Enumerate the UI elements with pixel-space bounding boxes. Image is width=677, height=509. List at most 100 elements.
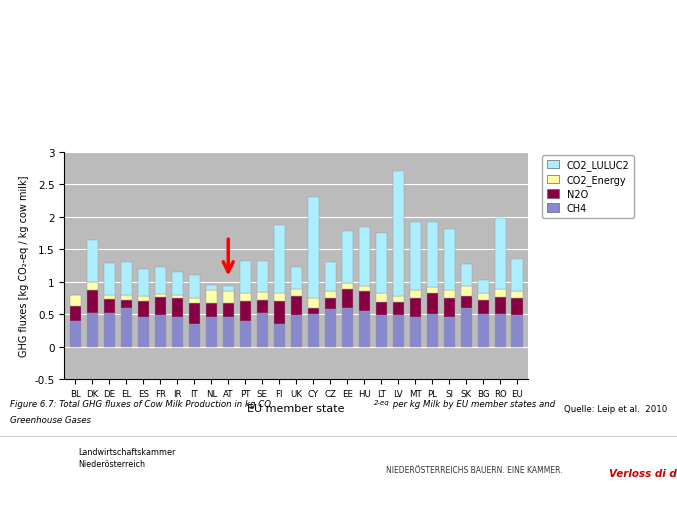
Bar [87, 313, 98, 347]
Bar [410, 298, 420, 318]
Bar [121, 263, 132, 295]
Text: per kg Milk by EU member states and: per kg Milk by EU member states and [390, 400, 555, 409]
Bar [494, 298, 506, 315]
Bar [70, 295, 81, 307]
Bar [342, 290, 353, 308]
Legend: CO2_LULUC2, CO2_Energy, N2O, CH4: CO2_LULUC2, CO2_Energy, N2O, CH4 [542, 155, 634, 218]
Bar [70, 321, 81, 347]
Bar [290, 296, 302, 316]
Bar [121, 300, 132, 308]
Bar [325, 298, 336, 309]
Bar [359, 227, 370, 287]
Text: Figure 6.7: Total GHG fluxes of Cow Milk Production in kg CO: Figure 6.7: Total GHG fluxes of Cow Milk… [10, 400, 271, 409]
Bar [460, 287, 472, 296]
Bar [206, 318, 217, 347]
Bar [325, 309, 336, 347]
Bar [410, 291, 420, 298]
Bar [359, 292, 370, 311]
Bar [172, 318, 183, 347]
Text: Quelle: Leip et al.  2010: Quelle: Leip et al. 2010 [563, 405, 667, 414]
Bar [87, 291, 98, 313]
Y-axis label: GHG fluxes [kg CO₂-eq / kg cow milk]: GHG fluxes [kg CO₂-eq / kg cow milk] [19, 176, 29, 356]
Bar [494, 290, 506, 298]
Text: lk: lk [24, 459, 43, 478]
Bar [477, 294, 489, 300]
Text: Milchproduktion: Milchproduktion [17, 87, 234, 111]
Bar [342, 284, 353, 290]
Bar [307, 315, 319, 347]
Bar [70, 307, 81, 321]
Bar [393, 303, 403, 316]
Bar [274, 324, 285, 347]
Text: THG-Emissionen der europäischen: THG-Emissionen der europäischen [17, 32, 474, 56]
Bar [393, 316, 403, 347]
Bar [206, 286, 217, 291]
Bar [512, 298, 523, 316]
Bar [359, 311, 370, 347]
Bar [410, 318, 420, 347]
Bar [172, 298, 183, 318]
Bar [376, 293, 387, 303]
Bar [223, 292, 234, 303]
Bar [460, 296, 472, 308]
Bar [460, 264, 472, 287]
Bar [240, 321, 250, 347]
Text: Verloss di drauf!: Verloss di drauf! [609, 468, 677, 478]
Bar [477, 281, 489, 294]
Bar [393, 172, 403, 296]
Bar [512, 260, 523, 292]
Bar [138, 296, 149, 301]
Bar [104, 313, 115, 347]
Bar [138, 301, 149, 318]
Bar [307, 308, 319, 315]
Bar [477, 315, 489, 347]
Bar [223, 303, 234, 318]
Bar [307, 298, 319, 308]
Bar [342, 308, 353, 347]
Bar [206, 291, 217, 303]
Bar [477, 300, 489, 315]
Bar [223, 287, 234, 292]
Bar [443, 291, 454, 298]
Bar [257, 313, 267, 347]
Bar [376, 316, 387, 347]
Bar [189, 324, 200, 347]
Bar [376, 234, 387, 293]
Text: 2-eq: 2-eq [374, 400, 390, 406]
Bar [512, 292, 523, 298]
Bar [87, 283, 98, 291]
Bar [290, 267, 302, 290]
Bar [494, 315, 506, 347]
Bar [87, 241, 98, 283]
Bar [155, 316, 166, 347]
Bar [155, 294, 166, 298]
Bar [155, 298, 166, 316]
Bar [393, 296, 403, 303]
Bar [427, 287, 437, 294]
Bar [121, 295, 132, 300]
Bar [427, 294, 437, 315]
Bar [274, 226, 285, 294]
Bar [189, 298, 200, 303]
Bar [104, 296, 115, 299]
Text: NIEDERÖSTERREICHS BAUERN. EINE KAMMER.: NIEDERÖSTERREICHS BAUERN. EINE KAMMER. [386, 465, 563, 474]
Bar [189, 303, 200, 324]
Bar [512, 316, 523, 347]
Bar [376, 303, 387, 316]
Bar [494, 219, 506, 290]
Bar [104, 263, 115, 296]
Bar [155, 267, 166, 294]
Bar [240, 301, 250, 321]
Bar [443, 298, 454, 318]
Bar [274, 301, 285, 324]
Bar [427, 222, 437, 287]
Bar [240, 294, 250, 301]
Bar [121, 308, 132, 347]
Bar [460, 308, 472, 347]
Bar [172, 295, 183, 298]
Bar [189, 275, 200, 298]
Bar [138, 318, 149, 347]
Text: Landwirtschaftskammer
Niederösterreich: Landwirtschaftskammer Niederösterreich [78, 447, 175, 468]
Bar [359, 287, 370, 292]
Bar [274, 294, 285, 301]
